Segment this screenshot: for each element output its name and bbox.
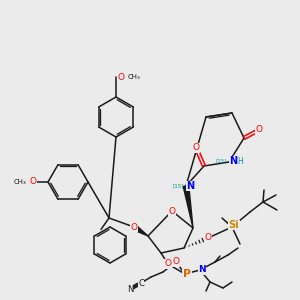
Text: O: O bbox=[130, 223, 137, 232]
Text: [15]: [15] bbox=[172, 184, 184, 188]
Polygon shape bbox=[133, 225, 148, 236]
Text: N: N bbox=[229, 156, 237, 166]
Text: O: O bbox=[29, 178, 37, 187]
Text: CH₃: CH₃ bbox=[128, 74, 140, 80]
Text: CH₃: CH₃ bbox=[14, 179, 26, 185]
Text: O: O bbox=[164, 260, 172, 268]
Text: O: O bbox=[118, 73, 124, 82]
Text: O: O bbox=[193, 143, 200, 152]
Text: H: H bbox=[237, 157, 243, 166]
Text: N: N bbox=[186, 181, 194, 191]
Text: N: N bbox=[127, 284, 133, 293]
Text: [15]: [15] bbox=[215, 158, 227, 164]
Text: O: O bbox=[169, 206, 176, 215]
Text: O: O bbox=[256, 125, 262, 134]
Text: O: O bbox=[172, 257, 179, 266]
Text: C: C bbox=[138, 278, 144, 287]
Text: N: N bbox=[198, 266, 206, 274]
Text: Si: Si bbox=[229, 220, 239, 230]
Text: P: P bbox=[183, 269, 191, 279]
Polygon shape bbox=[183, 185, 193, 228]
Text: O: O bbox=[205, 233, 212, 242]
